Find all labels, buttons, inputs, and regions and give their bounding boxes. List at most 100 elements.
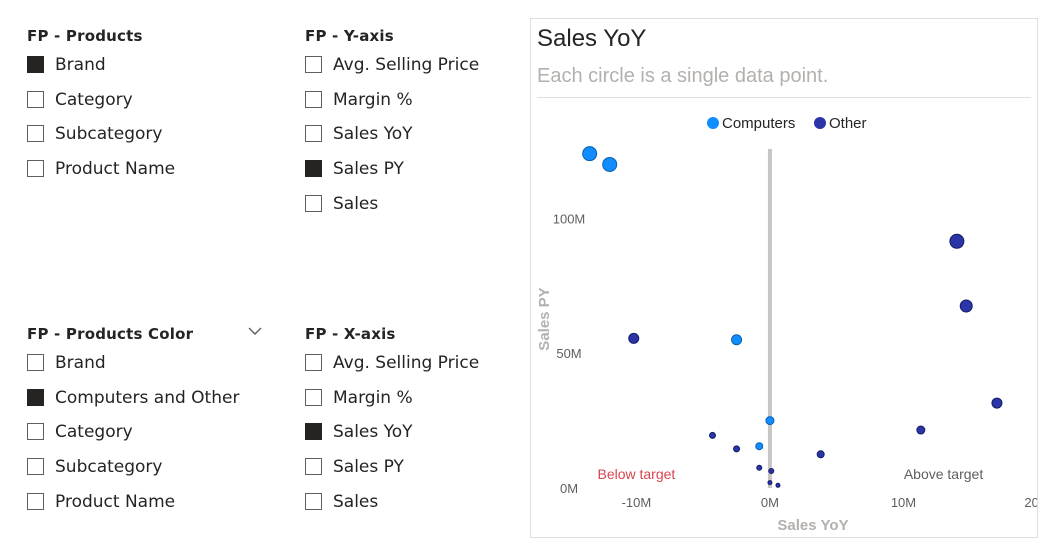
checkbox[interactable] [27,354,44,371]
data-point-other [816,450,825,459]
slicer-option-label: Avg. Selling Price [333,353,480,373]
slicer-option[interactable]: Computers and Other [27,388,267,423]
slicer-option[interactable]: Product Name [27,492,267,527]
slicer-title: FP - Y-axis [305,27,394,45]
checkbox[interactable] [27,492,44,510]
legend-marker [707,117,719,129]
slicer-option-label: Sales [333,193,379,214]
slicer-option[interactable]: Subcategory [27,124,257,159]
slicer-option-label: Category [55,89,133,110]
slicer-option-label: Subcategory [55,457,163,478]
data-point-other [768,468,775,475]
data-point-other [767,480,773,486]
scatter-visual[interactable]: Sales YoY Each circle is a single data p… [530,18,1038,538]
slicer-option-label: Product Name [55,159,176,180]
data-point-other [733,445,741,453]
annotation-label: Above target [904,466,983,482]
slicer-option[interactable]: Category [27,422,267,457]
data-point-other [959,299,973,313]
checkbox[interactable] [27,423,44,441]
y-tick-label: 50M [556,346,581,361]
slicer-option[interactable]: Sales YoY [305,124,505,159]
slicer-option[interactable]: Margin % [305,388,505,423]
checkbox[interactable] [305,160,322,178]
checkbox[interactable] [305,354,322,371]
slicer-title-wrap: FP - Products Color [27,324,267,344]
data-point-computers [731,334,743,346]
checkbox[interactable] [305,90,322,108]
slicer-option-label: Brand [55,353,106,373]
checkbox[interactable] [27,388,44,406]
slicer-fp-products: FP - Products Brand Category Subcategory Pr… [27,26,257,194]
visual-title: Sales YoY [537,25,647,52]
data-point-computers [602,156,618,172]
slicer-option-label: Margin % [333,89,413,110]
slicer-option[interactable]: Margin % [305,90,505,125]
slicer-option-label: Sales [333,491,379,512]
slicer-option-label: Sales PY [333,159,404,180]
slicer-option[interactable]: Sales YoY [305,422,505,457]
checkbox[interactable] [305,492,322,510]
slicer-option-label: Margin % [333,387,413,408]
checkbox[interactable] [305,458,322,476]
checkbox[interactable] [305,125,322,143]
legend-label: Other [829,115,867,132]
slicer-option[interactable]: Brand [27,55,257,90]
slicer-option[interactable]: Sales PY [305,159,505,194]
checkbox[interactable] [305,388,322,406]
checkbox[interactable] [27,56,44,73]
slicer-option[interactable]: Sales [305,492,505,527]
data-point-other [756,464,763,471]
slicer-option-label: Subcategory [55,124,163,145]
checkbox[interactable] [305,423,322,441]
slicer-title: FP - Products [27,27,143,45]
checkbox[interactable] [305,194,322,212]
slicer-option-label: Sales YoY [333,422,413,443]
data-point-other [991,397,1003,409]
x-axis-title: Sales YoY [777,517,848,534]
slicer-option[interactable]: Sales PY [305,457,505,492]
legend-label: Computers [722,115,795,132]
x-tick-label: 20M [1024,495,1037,510]
slicer-fp-x-axis: FP - X-axis Avg. Selling Price Margin % Sa… [305,324,505,526]
slicer-option[interactable]: Subcategory [27,457,267,492]
slicer-option-label: Product Name [55,491,176,512]
slicer-option[interactable]: Avg. Selling Price [305,55,505,90]
y-axis-title: Sales PY [536,287,553,350]
y-tick-label: 0M [560,481,578,496]
slicer-option[interactable]: Category [27,90,257,125]
slicer-option[interactable]: Avg. Selling Price [305,353,505,388]
legend-marker [814,117,826,129]
slicer-fp-products-color: FP - Products Color Brand Computers and O… [27,324,267,526]
data-point-computers [755,442,764,451]
slicer-option-label: Sales PY [333,457,404,478]
data-point-other [709,431,717,439]
slicer-option[interactable]: Sales [305,194,505,229]
x-tick-label: 0M [761,495,779,510]
annotation-label: Below target [597,466,675,482]
slicer-title: FP - Products Color [27,325,194,343]
slicer-option[interactable]: Product Name [27,159,257,194]
slicer-option[interactable]: Brand [27,353,267,388]
slicer-option-label: Avg. Selling Price [333,55,480,75]
y-tick-label: 100M [553,211,586,226]
checkbox[interactable] [27,90,44,108]
slicer-title: FP - X-axis [305,325,396,343]
x-tick-label: -10M [622,495,652,510]
checkbox[interactable] [27,458,44,476]
chevron-down-icon[interactable] [248,324,262,338]
data-point-other [916,425,926,435]
checkbox[interactable] [27,125,44,143]
data-point-other [949,233,965,249]
visual-subtitle: Each circle is a single data point. [537,65,829,87]
x-tick-label: 10M [891,495,916,510]
checkbox[interactable] [305,56,322,73]
slicer-option-label: Sales YoY [333,124,413,145]
slicer-option-label: Brand [55,55,106,75]
slicer-fp-y-axis: FP - Y-axis Avg. Selling Price Margin % Sa… [305,26,505,228]
title-divider [537,97,1031,98]
slicer-option-label: Computers and Other [55,387,240,408]
data-point-other [628,332,640,344]
checkbox[interactable] [27,160,44,178]
scatter-chart: Computers Other 0M 50M 100M -10M 0M 10M 20M Sales… [536,115,1037,534]
